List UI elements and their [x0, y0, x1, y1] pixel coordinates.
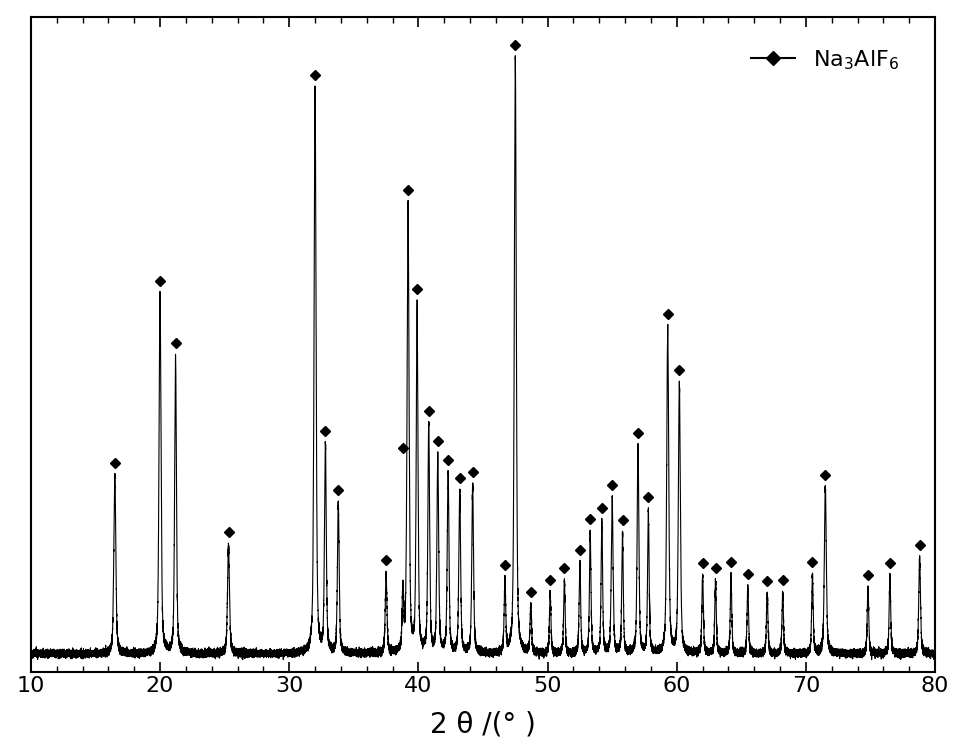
X-axis label: 2 θ /(° ): 2 θ /(° ) [430, 710, 536, 738]
Legend: Na$_3$AlF$_6$: Na$_3$AlF$_6$ [740, 38, 911, 83]
